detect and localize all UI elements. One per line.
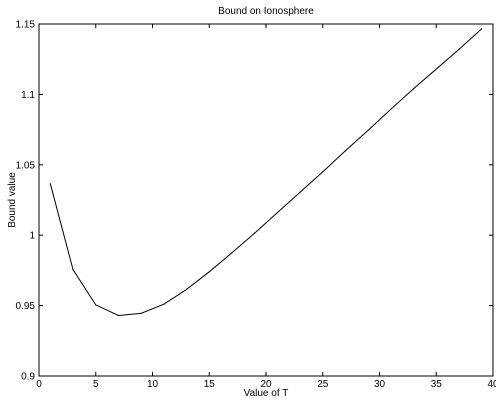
x-tick-label: 5 (93, 379, 99, 390)
data-point (344, 150, 347, 152)
x-tick-label: 10 (147, 379, 159, 390)
x-axis-label: Value of T (244, 388, 289, 399)
data-point (49, 183, 51, 185)
x-axis-ticks: 0 5 10 15 20 25 30 35 40 (36, 24, 496, 390)
x-tick-label: 35 (431, 379, 443, 390)
data-point (185, 288, 188, 291)
data-point (163, 303, 165, 305)
data-point (390, 108, 392, 110)
data-point (140, 312, 142, 314)
chart-title: Bound on Ionosphere (218, 6, 314, 17)
data-point (458, 48, 460, 50)
y-axis-ticks: 0.9 0.95 1 1.05 1.1 1.15 (16, 20, 493, 383)
data-point (435, 68, 437, 70)
y-tick-label: 1 (29, 231, 35, 242)
y-tick-label: 1.1 (21, 90, 35, 101)
data-point (72, 269, 74, 271)
data-point (231, 252, 233, 254)
x-tick-label: 15 (204, 379, 216, 390)
data-point (481, 28, 483, 30)
x-tick-label: 20 (260, 379, 272, 390)
data-point (208, 271, 210, 273)
data-point (276, 212, 278, 214)
x-tick-label: 40 (487, 379, 496, 390)
y-axis-label: Bound value (7, 172, 18, 228)
data-point (367, 129, 369, 131)
data-point (412, 88, 415, 90)
x-tick-label: 25 (317, 379, 329, 390)
y-tick-label: 0.95 (16, 301, 36, 312)
x-tick-label: 30 (374, 379, 386, 390)
series-line (49, 28, 482, 316)
data-point (117, 314, 120, 317)
y-tick-label: 1.05 (16, 160, 36, 171)
y-tick-label: 0.9 (21, 372, 35, 383)
series-layer (49, 28, 483, 317)
data-point (322, 171, 324, 173)
data-point (95, 304, 97, 306)
data-point (299, 191, 301, 193)
y-tick-label: 1.15 (16, 20, 36, 31)
data-point (254, 232, 256, 234)
x-tick-label: 0 (36, 379, 42, 390)
